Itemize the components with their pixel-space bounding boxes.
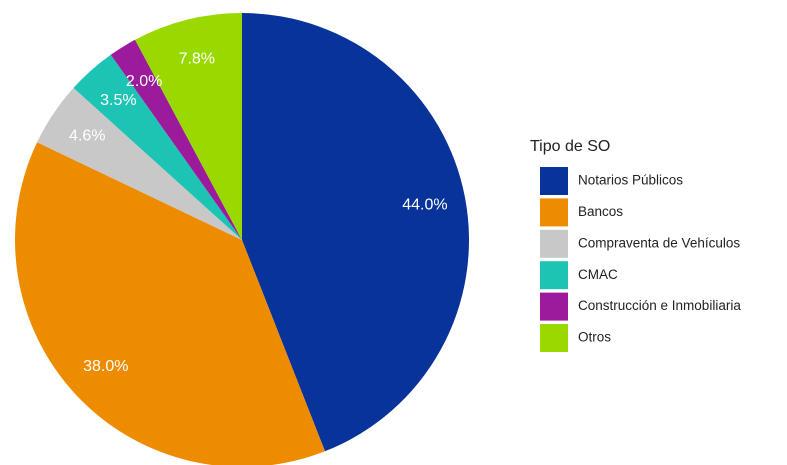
legend-label: Bancos (578, 204, 623, 219)
pie-slice (135, 13, 242, 240)
value-label: 3.5% (100, 92, 136, 109)
legend-swatch (540, 261, 568, 290)
legend-label: CMAC (578, 267, 618, 282)
legend-swatch (540, 167, 568, 195)
pie-slice (110, 39, 243, 240)
legend-title: Tipo de SO (530, 138, 610, 155)
value-label: 44.0% (402, 197, 447, 214)
legend-swatch (540, 292, 568, 321)
value-label: 4.6% (69, 128, 105, 145)
pie-slice (242, 13, 469, 452)
legend-label: Compraventa de Vehículos (578, 235, 740, 250)
legend-swatch (540, 324, 568, 352)
pie-slice (37, 87, 243, 241)
pie-slice (73, 54, 243, 240)
legend-label: Notarios Públicos (578, 173, 683, 188)
value-label: 38.0% (83, 358, 128, 375)
legend-swatch (540, 229, 568, 258)
pie-slice (15, 142, 325, 465)
value-label: 2.0% (126, 73, 162, 90)
legend-label: Otros (578, 330, 611, 345)
legend-label: Construcción e Inmobiliaria (578, 298, 741, 313)
value-label: 7.8% (179, 51, 215, 68)
legend-swatch (540, 198, 568, 227)
